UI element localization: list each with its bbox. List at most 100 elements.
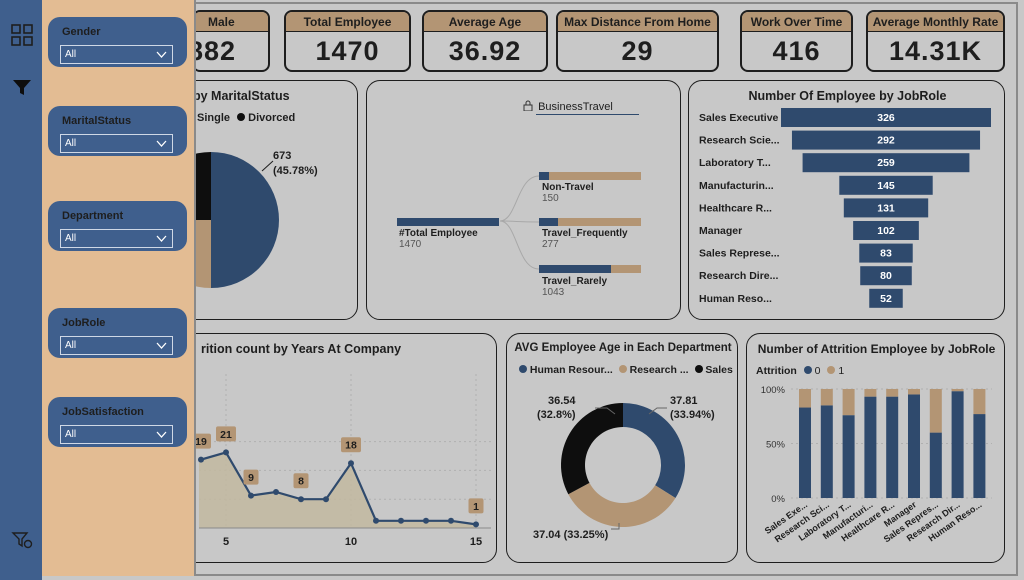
slicer-gender[interactable]: Gender All <box>48 17 187 67</box>
donut-slice[interactable] <box>623 403 685 499</box>
pie-slice-single[interactable] <box>211 152 279 288</box>
tree-node-bar[interactable] <box>539 265 611 273</box>
legend-dot <box>618 365 627 373</box>
kpi-card-average-monthly-rate[interactable]: Average Monthly Rate 14.31K <box>866 10 1005 72</box>
bar-segment-0[interactable] <box>908 394 920 498</box>
tree-node-value: 1043 <box>542 287 565 298</box>
attrition-jobrole-panel[interactable]: Number of Attrition Employee by JobRole … <box>746 333 1005 563</box>
donut-slice[interactable] <box>561 403 623 495</box>
funnel-bar[interactable] <box>869 288 903 308</box>
tree-node-value: 150 <box>542 193 559 204</box>
panel-title: Number Of Employee by JobRole <box>748 89 947 103</box>
years-attrition-panel[interactable]: rition count by Years At Company 19 21 9 8 1… <box>160 333 497 563</box>
bar-segment-1[interactable] <box>973 389 986 415</box>
funnel-bar[interactable] <box>839 175 933 195</box>
kpi-card-work-overtime[interactable]: Work Over Time 416 <box>740 10 853 72</box>
data-point[interactable] <box>448 517 454 524</box>
slicer-marital-status[interactable]: MaritalStatus All <box>48 106 187 156</box>
bar-segment-0[interactable] <box>864 396 877 498</box>
funnel-bar[interactable] <box>781 108 991 127</box>
donut-label-value: 37.04 <box>533 529 561 541</box>
tree-connector <box>499 175 540 222</box>
tree-node-bar[interactable] <box>539 172 549 180</box>
slicer-job-satisfaction[interactable]: JobSatisfaction All <box>48 397 187 447</box>
funnel-bar[interactable] <box>791 130 981 150</box>
data-point[interactable] <box>323 496 329 503</box>
job-satisfaction-dropdown[interactable]: All <box>60 425 173 444</box>
data-point[interactable] <box>423 517 429 524</box>
pie-data-label-value: 673 <box>273 150 292 162</box>
data-point[interactable] <box>373 517 379 524</box>
marital-status-dropdown[interactable]: All <box>60 134 173 153</box>
filter-icon[interactable] <box>11 77 33 99</box>
panel-title: AVG Employee Age in Each Department <box>514 342 732 354</box>
grid-icon[interactable] <box>11 24 33 46</box>
donut-slice[interactable] <box>568 482 676 527</box>
gender-dropdown[interactable]: All <box>60 45 173 64</box>
kpi-card-male[interactable]: Male 882 <box>192 10 270 72</box>
tree-node-bar-bg <box>539 218 641 226</box>
bar-segment-1[interactable] <box>864 389 877 397</box>
bar-segment-1[interactable] <box>842 389 855 416</box>
clear-filter-icon[interactable] <box>11 530 33 552</box>
bar-segment-1[interactable] <box>908 389 920 395</box>
pie-data-label: 673 (45.78%) <box>273 149 318 179</box>
kpi-card-average-age[interactable]: Average Age 36.92 <box>422 10 548 72</box>
bar-segment-1[interactable] <box>929 389 942 433</box>
slicer-department[interactable]: Department All <box>48 201 187 251</box>
data-point[interactable] <box>273 489 279 495</box>
bar-segment-1[interactable] <box>886 389 899 397</box>
tree-root-bar[interactable] <box>397 218 499 226</box>
tree-node-travel-frequently[interactable]: Travel_Frequently 277 <box>542 228 628 250</box>
data-point[interactable] <box>398 517 404 524</box>
data-point[interactable] <box>298 496 304 503</box>
bar-segment-1[interactable] <box>951 389 964 392</box>
slicer-jobrole[interactable]: JobRole All <box>48 308 187 358</box>
funnel-bar[interactable] <box>859 243 913 263</box>
bar-segment-0[interactable] <box>973 414 986 498</box>
bar-segment-1[interactable] <box>820 389 833 406</box>
y-tick-label: 0% <box>771 494 785 505</box>
bar-segment-0[interactable] <box>842 415 855 498</box>
bar-segment-0[interactable] <box>951 391 964 498</box>
x-tick-label: 15 <box>470 536 482 548</box>
tree-node-travel-rarely[interactable]: Travel_Rarely 1043 <box>542 276 607 298</box>
data-point[interactable] <box>473 521 479 528</box>
funnel-bar[interactable] <box>860 266 912 286</box>
dept-age-panel[interactable]: AVG Employee Age in Each Department Huma… <box>506 333 738 563</box>
category-label: Healthcare R... <box>699 202 772 214</box>
donut-label-right: 37.81 (33.94%) <box>670 394 715 422</box>
dropdown-value: All <box>65 233 77 244</box>
bar-value-label: 145 <box>877 180 895 192</box>
bar-segment-1[interactable] <box>799 389 811 408</box>
leader-line <box>611 523 620 530</box>
decomposition-tree <box>397 172 641 273</box>
data-point[interactable] <box>223 449 229 456</box>
bar-value-label: 83 <box>880 248 892 260</box>
filter-pane: Gender All MaritalStatus All Department … <box>42 0 196 576</box>
department-dropdown[interactable]: All <box>60 229 173 248</box>
bar-segment-0[interactable] <box>929 432 942 498</box>
funnel-bar[interactable] <box>802 153 970 173</box>
funnel-bar[interactable] <box>853 221 919 240</box>
kpi-card-max-distance[interactable]: Max Distance From Home 29 <box>556 10 719 72</box>
bar-segment-0[interactable] <box>820 405 833 498</box>
pie-label-leader <box>261 160 274 172</box>
legend-dot <box>694 365 703 373</box>
tree-node-non-travel[interactable]: Non-Travel 150 <box>542 182 594 204</box>
funnel-bar[interactable] <box>843 198 929 218</box>
data-point[interactable] <box>198 456 204 463</box>
bar-segment-0[interactable] <box>799 407 811 498</box>
data-point[interactable] <box>248 492 254 499</box>
jobrole-panel[interactable]: Number Of Employee by JobRole Sales Exec… <box>688 80 1005 320</box>
tree-node-bar[interactable] <box>539 218 558 226</box>
data-point[interactable] <box>348 460 354 467</box>
bar-segment-0[interactable] <box>886 396 899 498</box>
jobrole-dropdown[interactable]: All <box>60 336 173 355</box>
business-travel-panel[interactable]: BusinessTravel #Total Employee 1470 Non-… <box>366 80 681 320</box>
leader-line <box>648 407 667 415</box>
category-label: Research Dire... <box>699 270 778 282</box>
kpi-card-total-employee[interactable]: Total Employee 1470 <box>284 10 411 72</box>
donut-label-left: 36.54 (32.8%) <box>537 394 576 422</box>
